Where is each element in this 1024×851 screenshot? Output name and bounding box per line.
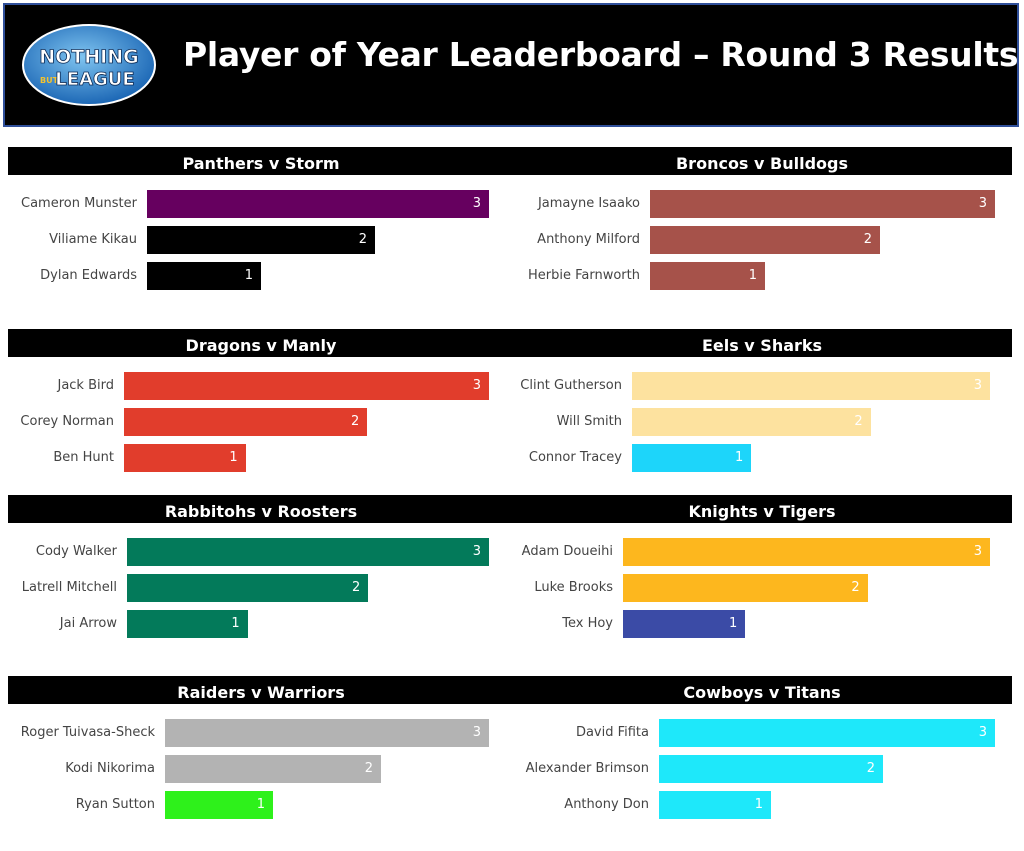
player-label: Roger Tuivasa-Sheck [20,725,155,740]
match-title: Knights v Tigers [688,502,836,521]
header-banner: NOTHING BUT LEAGUE Player of Year Leader… [3,3,1019,127]
bar-corey-norman [124,408,368,436]
bar-value-label: 1 [229,450,238,465]
bar-value-label: 2 [863,232,872,247]
bar-luke-brooks [623,574,868,602]
player-label: Cody Walker [35,544,117,559]
bar-value-label: 2 [364,761,373,776]
bar-ben-hunt [124,444,246,472]
match-header-raiders-v-warriors: Raiders v Warriors [8,676,514,704]
bar-anthony-milford [650,226,880,254]
bar-viliame-kikau [147,226,375,254]
bar-alexander-brimson [659,755,883,783]
bar-value-label: 3 [978,196,987,211]
bar-value-label: 1 [231,616,240,631]
bar-value-label: 3 [973,378,982,393]
match-title: Eels v Sharks [701,336,823,355]
bar-herbie-farnworth [650,262,765,290]
bar-cody-walker [127,538,489,566]
bar-value-label: 2 [351,414,360,429]
match-header-cowboys-v-titans: Cowboys v Titans [512,676,1012,704]
match-title: Panthers v Storm [182,154,340,173]
player-label: Alexander Brimson [525,761,649,776]
player-label: Ben Hunt [53,450,114,465]
page-title: Player of Year Leaderboard – Round 3 Res… [183,35,1019,74]
match-title: Dragons v Manly [185,336,337,355]
player-label: Ryan Sutton [75,797,155,812]
player-label: Adam Doueihi [521,544,613,559]
bar-value-label: 1 [729,616,738,631]
bar-roger-tuivasa-sheck [165,719,489,747]
match-title: Cowboys v Titans [683,683,841,702]
bar-value-label: 1 [748,268,757,283]
player-label: Kodi Nikorima [65,761,155,776]
bar-dylan-edwards [147,262,261,290]
match-header-eels-v-sharks: Eels v Sharks [512,329,1012,357]
logo-text-nothing: NOTHING [39,46,138,68]
bar-value-label: 3 [472,378,481,393]
bar-value-label: 2 [352,580,361,595]
bar-jai-arrow [127,610,248,638]
player-label: Clint Gutherson [520,378,622,393]
player-label: Anthony Don [564,797,649,812]
logo-text-but: BUT [40,76,59,85]
bar-adam-doueihi [623,538,990,566]
bar-value-label: 2 [866,761,875,776]
bar-value-label: 3 [978,725,987,740]
nothing-but-league-logo: NOTHING BUT LEAGUE [22,24,156,106]
bar-value-label: 1 [754,797,763,812]
bar-value-label: 2 [358,232,367,247]
player-label: Anthony Milford [537,232,640,247]
player-label: Jai Arrow [59,616,117,631]
player-label: Connor Tracey [528,450,622,465]
bar-value-label: 2 [854,414,863,429]
logo-text-league: LEAGUE [55,69,134,90]
bar-clint-gutherson [632,372,990,400]
bar-ryan-sutton [165,791,273,819]
bar-value-label: 1 [735,450,744,465]
bar-connor-tracey [632,444,752,472]
bar-kodi-nikorima [165,755,381,783]
bar-value-label: 3 [472,544,481,559]
player-label: Jamayne Isaako [537,196,640,211]
bar-value-label: 1 [256,797,265,812]
bar-tex-hoy [623,610,746,638]
bar-value-label: 3 [973,544,982,559]
bar-will-smith [632,408,871,436]
bar-value-label: 3 [472,725,481,740]
player-label: Jack Bird [57,378,114,393]
player-label: David Fifita [575,725,649,740]
player-label: Dylan Edwards [40,268,137,283]
match-title: Broncos v Bulldogs [675,154,848,173]
match-header-dragons-v-manly: Dragons v Manly [8,329,514,357]
match-header-rabbitohs-v-roosters: Rabbitohs v Roosters [8,495,514,523]
player-label: Tex Hoy [562,616,613,631]
match-title: Rabbitohs v Roosters [164,502,358,521]
bar-cameron-munster [147,190,489,218]
player-label: Corey Norman [20,414,114,429]
player-label: Cameron Munster [21,196,137,211]
player-label: Luke Brooks [534,580,613,595]
player-label: Latrell Mitchell [21,580,117,595]
bar-anthony-don [659,791,771,819]
player-label: Herbie Farnworth [528,268,640,283]
bar-value-label: 2 [851,580,860,595]
bar-david-fifita [659,719,995,747]
bar-latrell-mitchell [127,574,369,602]
match-header-panthers-v-storm: Panthers v Storm [8,147,514,175]
match-title: Raiders v Warriors [177,683,345,702]
bar-jamayne-isaako [650,190,995,218]
player-label: Will Smith [556,414,622,429]
match-header-knights-v-tigers: Knights v Tigers [512,495,1012,523]
bar-jack-bird [124,372,489,400]
bar-value-label: 1 [244,268,253,283]
match-header-broncos-v-bulldogs: Broncos v Bulldogs [512,147,1012,175]
bar-value-label: 3 [472,196,481,211]
player-label: Viliame Kikau [49,232,137,247]
